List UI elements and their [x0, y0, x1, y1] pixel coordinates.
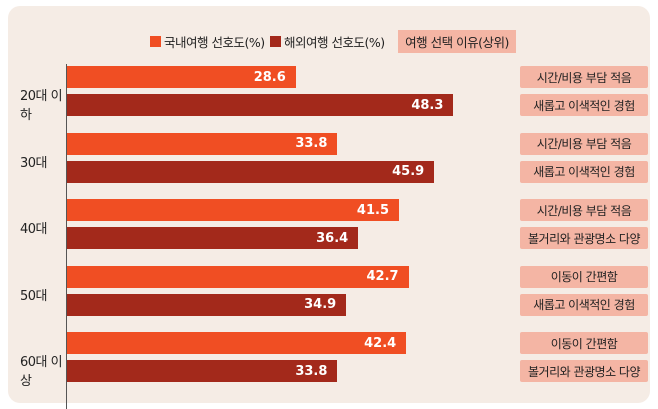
- bar-domestic: 42.7: [67, 265, 409, 288]
- category-label: 20대 이하: [20, 89, 63, 123]
- reason-label: 볼거리와 관광명소 다양: [520, 227, 648, 249]
- reason-label: 이동이 간편함: [520, 265, 648, 288]
- reason-label: 볼거리와 관광명소 다양: [520, 360, 648, 382]
- category-label: 60대 이상: [20, 355, 63, 389]
- reason-label: 새롭고 이색적인 경험: [520, 94, 648, 116]
- bar-overseas: 33.8: [67, 360, 338, 382]
- reason-label: 이동이 간편함: [520, 332, 648, 354]
- reason-label: 시간/비용 부담 적음: [520, 132, 648, 155]
- bar-overseas: 45.9: [67, 160, 435, 183]
- bar-domestic: 33.8: [67, 132, 338, 155]
- category-label: 30대: [20, 155, 48, 171]
- legend-swatch-overseas: [270, 36, 281, 47]
- legend-reason: 여행 선택 이유(상위): [398, 30, 516, 53]
- bar-domestic: 42.4: [67, 332, 407, 354]
- reason-label: 새롭고 이색적인 경험: [520, 293, 648, 316]
- legend-overseas: 해외여행 선호도(%): [270, 30, 385, 53]
- reason-label: 시간/비용 부담 적음: [520, 66, 648, 88]
- bar-domestic: 28.6: [67, 66, 296, 88]
- chart-card: 국내여행 선호도(%) 해외여행 선호도(%) 여행 선택 이유(상위) 20대…: [8, 6, 650, 409]
- bar-domestic: 41.5: [67, 199, 399, 221]
- bar-overseas: 34.9: [67, 293, 347, 316]
- bar-overseas: 48.3: [67, 94, 454, 116]
- reason-label: 새롭고 이색적인 경험: [520, 160, 648, 183]
- legend-domestic: 국내여행 선호도(%): [150, 30, 265, 53]
- bar-overseas: 36.4: [67, 227, 359, 249]
- y-axis-line: [66, 64, 67, 409]
- legend-label-overseas: 해외여행 선호도(%): [284, 35, 385, 50]
- reason-label: 시간/비용 부담 적음: [520, 199, 648, 221]
- legend-label-domestic: 국내여행 선호도(%): [164, 35, 265, 50]
- category-label: 40대: [20, 222, 48, 237]
- category-label: 50대: [20, 288, 48, 304]
- legend-swatch-domestic: [150, 36, 161, 47]
